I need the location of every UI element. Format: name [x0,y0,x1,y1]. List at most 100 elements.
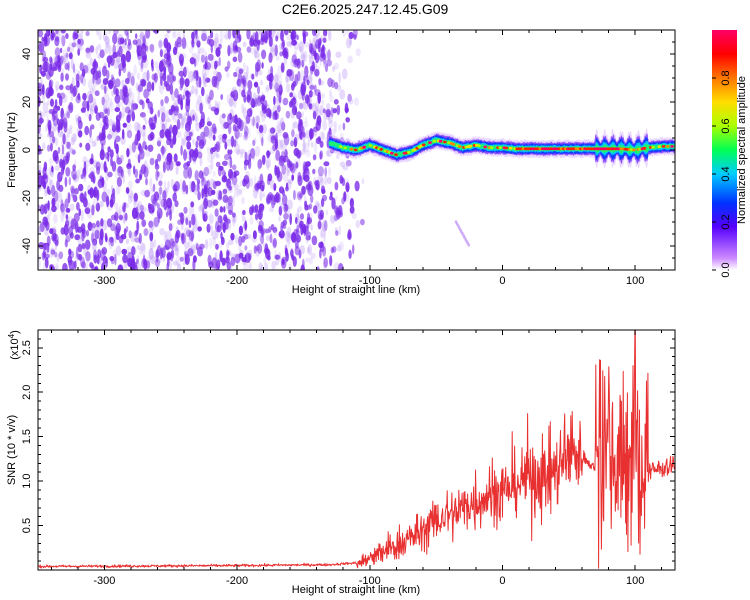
noise-blob [67,259,72,266]
noise-blob [126,31,130,41]
noise-blob [181,138,186,146]
noise-blob [201,180,205,189]
noise-blob [140,164,147,175]
noise-blob [142,254,146,266]
noise-blob [334,205,339,215]
y-tick-label: 1.0 [21,473,33,488]
noise-blob [181,118,184,129]
noise-blob [60,30,66,34]
noise-blob [327,49,331,61]
noise-blob [203,126,210,137]
noise-blob [302,33,306,45]
noise-blob [72,63,76,74]
noise-blob [78,208,82,216]
noise-blob [280,203,284,211]
noise-blob [287,232,291,245]
noise-blob [45,201,49,212]
noise-blob [188,70,194,83]
noise-blob [223,214,228,222]
noise-blob [60,211,64,223]
noise-blob [234,143,241,155]
noise-blob [328,119,334,128]
noise-blob [285,110,291,119]
noise-blob [228,98,234,108]
noise-blob [349,197,354,209]
noise-blob [329,89,332,97]
noise-blob [146,69,150,82]
noise-blob [194,112,198,122]
noise-blob [63,113,68,119]
noise-blob [227,169,231,175]
noise-blob [44,110,50,119]
noise-blob [38,258,41,269]
noise-blob [248,153,252,162]
noise-blob [64,198,69,209]
noise-blob [100,218,104,227]
colorbar-tick-label: 0.2 [720,214,732,229]
noise-blob [228,209,234,215]
noise-blob [90,153,94,164]
noise-blob [249,47,255,54]
noise-blob [86,100,90,112]
noise-blob [249,37,254,47]
noise-blob [266,159,270,171]
noise-blob [289,92,294,98]
noise-blob [163,198,168,211]
noise-blob [259,233,263,243]
noise-blob [40,77,43,86]
noise-blob [190,181,196,193]
noise-blob [158,193,162,203]
noise-blob [290,249,294,257]
noise-blob [268,36,273,48]
noise-blob [67,128,70,138]
noise-blob [174,181,178,189]
noise-blob [69,147,74,155]
noise-blob [250,98,256,109]
noise-blob [121,213,128,224]
noise-blob [96,254,100,265]
noise-blob [66,108,71,115]
noise-blob [349,206,355,214]
noise-blob [298,78,303,85]
noise-blob [44,189,48,197]
noise-blob [222,194,229,203]
noise-blob [241,235,246,243]
noise-blob [195,100,201,112]
noise-blob [86,229,89,237]
noise-blob [46,132,51,138]
ridge-peak [379,147,384,151]
noise-blob [230,232,235,241]
noise-blob [143,228,149,237]
noise-blob [120,135,126,145]
noise-blob [42,242,47,251]
noise-blob [214,100,217,108]
y-tick-label: 2.0 [21,385,33,400]
noise-blob [166,117,171,123]
noise-blob [205,94,211,105]
noise-blob [248,99,254,106]
noise-blob [244,131,248,139]
noise-blob [92,60,99,70]
noise-blob [122,62,127,68]
noise-blob [236,117,242,130]
noise-blob [116,154,120,160]
noise-blob [280,256,287,269]
noise-blob [180,232,187,244]
noise-blob [286,169,290,177]
noise-blob [273,74,279,84]
noise-blob [38,86,42,97]
noise-blob [51,197,56,208]
noise-blob [283,155,287,163]
noise-blob [252,150,256,162]
noise-blob [290,140,295,147]
noise-blob [185,109,190,117]
noise-blob [91,204,95,216]
noise-blob [74,251,79,263]
noise-blob [247,30,252,37]
noise-blob [245,91,249,97]
noise-blob [343,191,347,202]
noise-blob [68,102,74,114]
noise-blob [120,169,124,179]
noise-blob [127,166,131,175]
noise-blob [324,50,329,62]
